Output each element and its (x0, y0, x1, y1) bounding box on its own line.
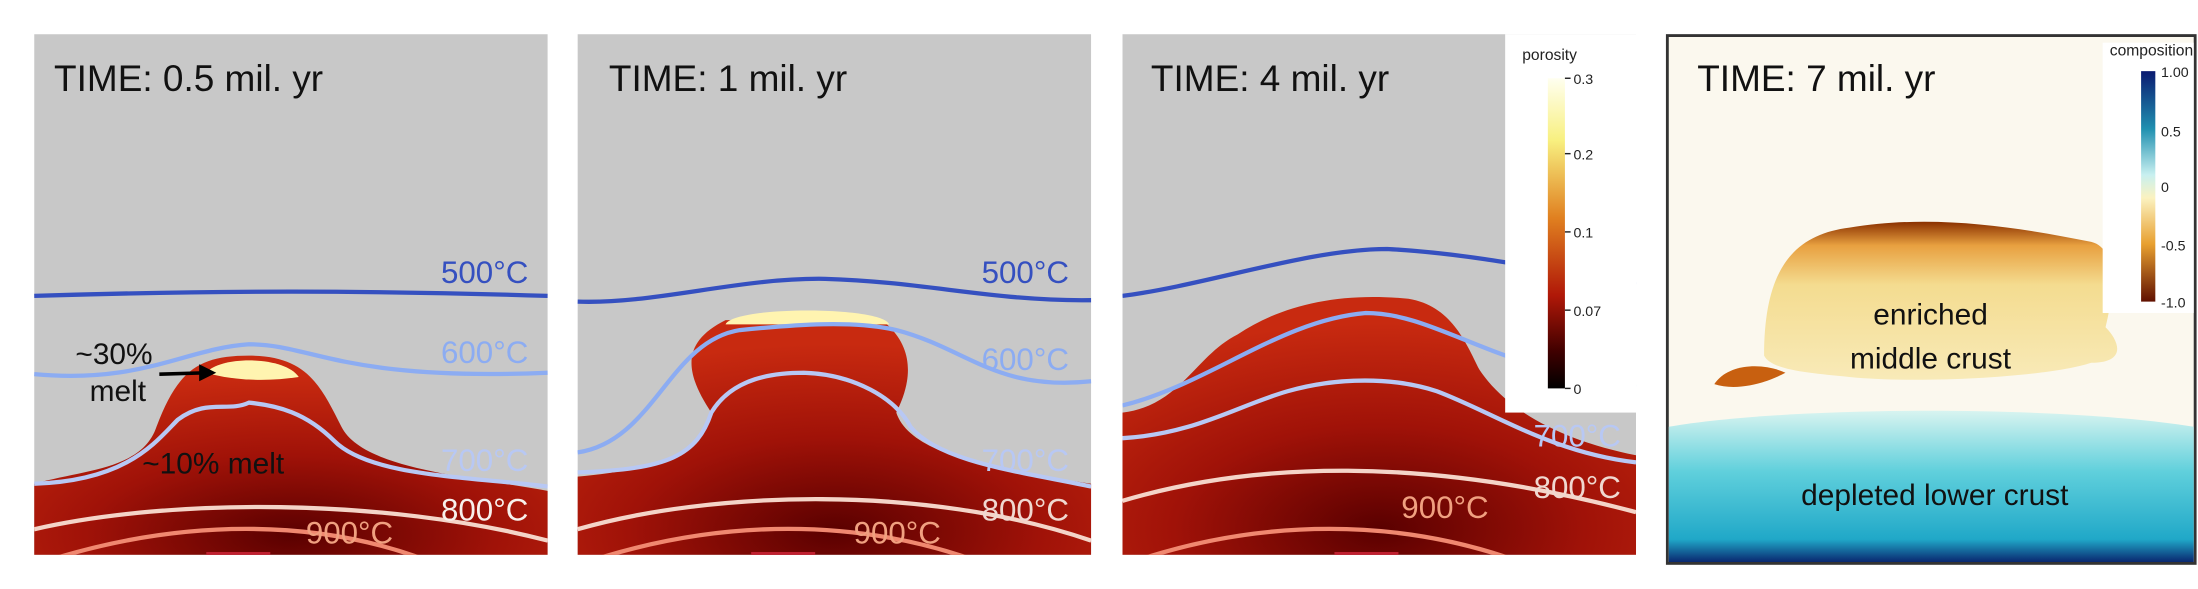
time-label: TIME: 1 mil. yr (609, 58, 847, 99)
colorbar-tick-label: 0.3 (1573, 72, 1593, 88)
isotherm-label: 600°C (982, 342, 1069, 377)
colorbar-tick-label: -1.0 (2161, 295, 2186, 311)
colorbar-box (1505, 34, 1637, 413)
colorbar-tick-label: 1.00 (2161, 65, 2189, 81)
annotation: ~30% (75, 338, 152, 371)
annotation: melt (90, 375, 147, 408)
isotherm-label: 600°C (441, 335, 528, 370)
time-label: TIME: 7 mil. yr (1697, 58, 1935, 99)
isotherm-label: 800°C (982, 493, 1069, 528)
panel (577, 34, 1092, 555)
colorbar (2141, 71, 2156, 302)
colorbar-tick-label: 0 (2161, 180, 2169, 196)
isotherm-label: 900°C (1401, 490, 1488, 525)
panel (34, 34, 548, 555)
annotation: depleted lower crust (1801, 479, 2069, 512)
annotation: ~10% melt (142, 448, 285, 481)
isotherm-label: 800°C (1534, 470, 1621, 505)
isotherm-label: 700°C (1534, 419, 1621, 454)
isotherm-label: 900°C (854, 515, 941, 550)
arrow-head (199, 364, 217, 382)
colorbar-ticks (1564, 77, 1571, 390)
panel (1665, 34, 2197, 565)
colorbar-title: porosity (1522, 47, 1577, 64)
colorbar-title: composition (2110, 42, 2193, 59)
colorbar-tick-label: -0.5 (2161, 238, 2186, 254)
colorbar-tick-label: 0.1 (1573, 226, 1593, 242)
isotherm-label: 500°C (441, 255, 528, 290)
annotation: enriched (1873, 298, 1988, 331)
isotherm-label: 700°C (982, 443, 1069, 478)
isotherm-label: 700°C (441, 443, 528, 478)
colorbar-tick-label: 0.5 (2161, 125, 2181, 141)
annotation: middle crust (1850, 342, 2012, 375)
colorbar (1547, 78, 1565, 389)
colorbar-tick-label: 0.2 (1573, 147, 1593, 163)
colorbar-tick-label: 0.07 (1573, 304, 1601, 320)
time-label: TIME: 4 mil. yr (1151, 58, 1389, 99)
time-label: TIME: 0.5 mil. yr (54, 58, 323, 99)
isotherm-label: 500°C (982, 255, 1069, 290)
isotherm-label: 800°C (441, 493, 528, 528)
isotherm-label: 900°C (306, 515, 393, 550)
colorbar-tick-label: 0 (1573, 382, 1581, 398)
